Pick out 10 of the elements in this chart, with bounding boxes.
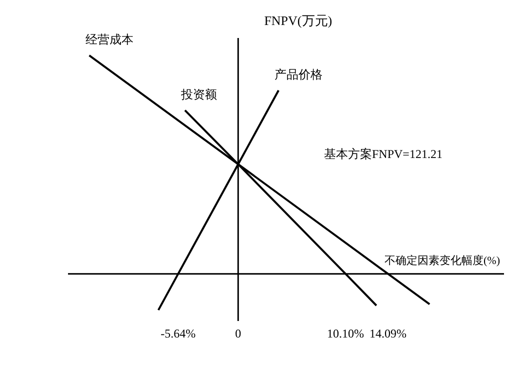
x-tick-label: 0	[235, 326, 242, 341]
annotation: 基本方案FNPV=121.21	[324, 147, 442, 161]
series-label: 投资额	[180, 87, 217, 102]
series-label: 经营成本	[85, 32, 134, 46]
y-axis-title: FNPV(万元)	[264, 13, 332, 28]
x-tick-label: -5.64%	[160, 326, 196, 341]
series-label: 产品价格	[274, 67, 323, 82]
x-tick-label: 14.09%	[369, 326, 406, 341]
x-axis-title: 不确定因素变化幅度(%)	[384, 254, 500, 267]
x-tick-label: 10.10%	[327, 326, 364, 341]
